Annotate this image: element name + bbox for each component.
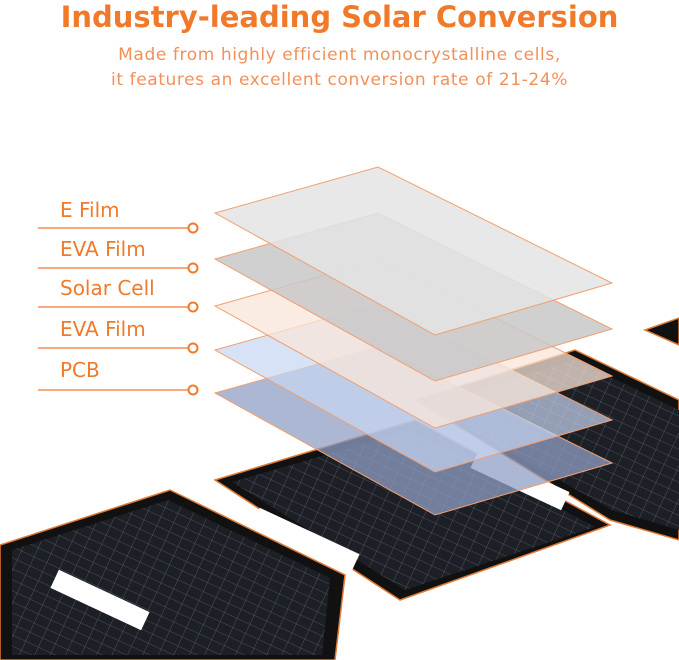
layer-label: PCB	[60, 358, 100, 382]
subtitle: it features an excellent conversion rate…	[111, 70, 568, 90]
layer-label: Solar Cell	[60, 276, 155, 300]
layer-label: EVA Film	[60, 237, 146, 261]
subtitle: Made from highly efficient monocrystalli…	[118, 45, 561, 65]
layer-label: E Film	[60, 198, 120, 222]
callout-lines	[38, 222, 199, 396]
layer-label: EVA Film	[60, 317, 146, 341]
title: Industry-leading Solar Conversion	[60, 0, 619, 34]
layer-stack	[213, 166, 614, 516]
